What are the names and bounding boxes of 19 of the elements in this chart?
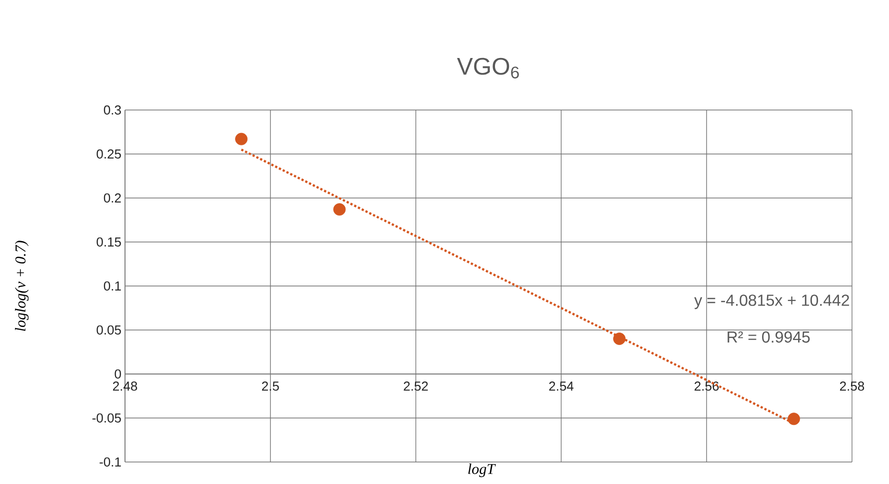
point	[333, 203, 346, 216]
y-tick-label: 0.15	[96, 237, 121, 247]
point	[235, 132, 248, 146]
y-tick-label: 0.05	[96, 325, 121, 335]
y-axis-title: loglog(ν + 0.7)	[14, 240, 29, 331]
point	[613, 332, 626, 345]
point	[788, 412, 800, 426]
annotation: y = -4.0815x + 10.442	[694, 294, 850, 310]
y-tick-label: -0.1	[100, 457, 121, 467]
chart-title: VGO$_{6}$	[457, 58, 519, 78]
y-tick-label: 0.3	[104, 105, 121, 115]
y-tick-label: 0.2	[104, 193, 121, 203]
x-tick-label: 2.58	[840, 382, 864, 391]
y-tick-label: 0	[114, 369, 121, 379]
y-tick-label: 0.1	[104, 281, 121, 291]
y-tick-label: 0.25	[96, 149, 121, 159]
annotation: R² = 0.9945	[728, 331, 810, 343]
y-tick-label: -0.05	[92, 413, 121, 423]
x-axis-title: logT	[468, 464, 496, 478]
